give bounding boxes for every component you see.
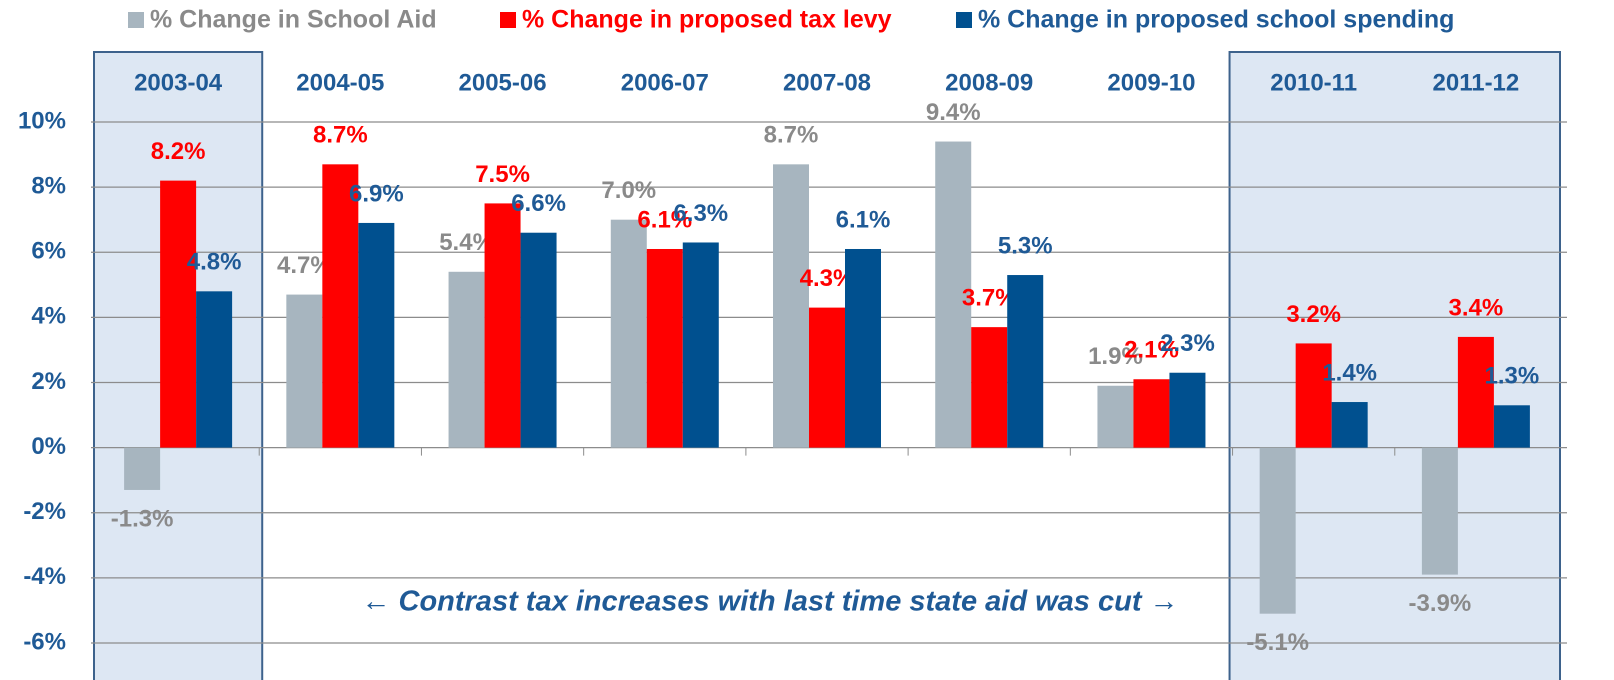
bar bbox=[1133, 379, 1170, 448]
y-tick-label: 0% bbox=[31, 433, 66, 460]
data-label: 7.5% bbox=[475, 161, 530, 188]
y-tick-label: -4% bbox=[23, 563, 66, 590]
bar bbox=[935, 141, 972, 448]
bar bbox=[1295, 343, 1332, 448]
bar bbox=[1493, 405, 1530, 448]
legend-swatch bbox=[500, 12, 516, 28]
bar bbox=[1421, 447, 1458, 575]
y-tick-label: 6% bbox=[31, 238, 66, 265]
category-label: 2004-05 bbox=[296, 69, 384, 96]
annotation: ← Contrast tax increases with last time … bbox=[361, 586, 1178, 618]
data-label: 8.7% bbox=[313, 122, 368, 149]
data-label: 9.4% bbox=[926, 99, 981, 126]
bar bbox=[286, 294, 323, 448]
y-tick-label: -2% bbox=[23, 498, 66, 525]
data-label: 1.3% bbox=[1485, 363, 1540, 390]
bar bbox=[971, 327, 1008, 448]
legend-label: % Change in School Aid bbox=[150, 6, 437, 34]
data-label: 2.1% bbox=[1124, 337, 1179, 364]
data-label: 1.4% bbox=[1322, 359, 1377, 386]
category-label: 2006-07 bbox=[621, 69, 709, 96]
category-label: 2010-11 bbox=[1270, 69, 1357, 96]
y-tick-label: 4% bbox=[31, 303, 66, 330]
bar bbox=[1331, 402, 1368, 448]
category-label: 2003-04 bbox=[134, 69, 223, 96]
bar bbox=[322, 164, 359, 448]
bar bbox=[610, 219, 647, 448]
bar bbox=[358, 222, 395, 448]
bar bbox=[1097, 385, 1134, 448]
data-label: 6.6% bbox=[511, 190, 566, 217]
bar bbox=[196, 291, 233, 448]
data-label: -3.9% bbox=[1409, 590, 1472, 617]
bar bbox=[124, 447, 161, 490]
data-label: 7.0% bbox=[601, 177, 656, 204]
y-tick-label: -6% bbox=[23, 628, 66, 655]
bar bbox=[448, 271, 485, 448]
data-label: 1.9% bbox=[1088, 343, 1143, 370]
data-label: 2.3% bbox=[1160, 330, 1215, 357]
data-label: 4.8% bbox=[187, 249, 242, 276]
bar bbox=[845, 248, 881, 448]
bar bbox=[646, 248, 683, 448]
legend-swatch bbox=[956, 12, 972, 28]
data-label: 6.1% bbox=[637, 206, 692, 233]
bar bbox=[1007, 275, 1044, 448]
data-label: 5.3% bbox=[998, 232, 1053, 259]
bar bbox=[520, 232, 557, 448]
category-label: 2005-06 bbox=[459, 69, 547, 96]
legend-label: % Change in proposed school spending bbox=[978, 6, 1454, 34]
legend-swatch bbox=[128, 12, 144, 28]
data-label: 8.7% bbox=[764, 122, 819, 149]
bar bbox=[1457, 336, 1494, 448]
data-label: 6.9% bbox=[349, 180, 404, 207]
bar bbox=[682, 242, 719, 448]
data-label: 3.2% bbox=[1286, 301, 1341, 328]
data-label: 8.2% bbox=[151, 138, 206, 165]
data-label: 6.1% bbox=[836, 206, 891, 233]
legend-label: % Change in proposed tax levy bbox=[522, 6, 892, 34]
data-label: -5.1% bbox=[1246, 629, 1309, 656]
category-label: 2007-08 bbox=[783, 69, 871, 96]
data-label: 3.4% bbox=[1449, 294, 1504, 321]
y-tick-label: 8% bbox=[31, 172, 66, 199]
category-label: 2008-09 bbox=[945, 69, 1033, 96]
category-label: 2011-12 bbox=[1433, 69, 1520, 96]
bar bbox=[773, 164, 809, 448]
bar bbox=[809, 307, 845, 448]
y-tick-label: 2% bbox=[31, 368, 66, 395]
bar bbox=[484, 203, 521, 448]
category-label: 2009-10 bbox=[1107, 69, 1195, 96]
bar bbox=[1169, 372, 1206, 448]
bar bbox=[1259, 447, 1296, 614]
bar bbox=[160, 180, 197, 448]
data-label: 6.3% bbox=[673, 200, 728, 227]
y-tick-label: 10% bbox=[18, 107, 66, 134]
data-label: -1.3% bbox=[111, 505, 174, 532]
